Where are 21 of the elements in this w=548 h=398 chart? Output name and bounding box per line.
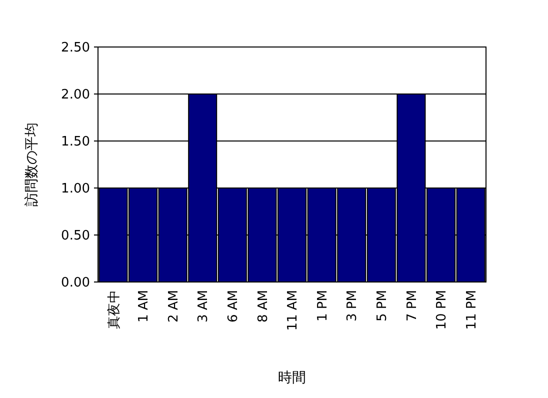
- y-tick-label: 2.50: [61, 40, 90, 56]
- x-tick-label: 2 AM: [166, 290, 182, 323]
- x-tick-label: 3 AM: [196, 290, 212, 323]
- y-tick-label: 1.00: [61, 182, 90, 197]
- x-tick-label: 真夜中: [106, 290, 122, 329]
- y-tick-label: 1.50: [61, 134, 90, 150]
- y-axis-title: 訪問数の平均: [24, 122, 40, 206]
- x-tick-label: 5 PM: [374, 290, 390, 322]
- x-tick-label: 8 AM: [256, 290, 271, 323]
- x-tick-label: 7 PM: [404, 290, 420, 322]
- y-tick-label: 2.00: [61, 88, 90, 103]
- x-axis-title: 時間: [278, 370, 306, 386]
- x-tick-label: 11 PM: [464, 290, 480, 330]
- x-tick-label: 6 AM: [226, 290, 241, 323]
- x-tick-label: 3 PM: [345, 290, 360, 322]
- x-tick-label: 11 AM: [286, 290, 301, 331]
- y-tick-label: 0.00: [61, 276, 90, 291]
- x-tick-label: 1 PM: [315, 290, 330, 322]
- x-tick-label: 10 PM: [434, 290, 450, 330]
- y-tick-label: 0.50: [61, 228, 90, 244]
- x-tick-label: 1 AM: [136, 290, 152, 323]
